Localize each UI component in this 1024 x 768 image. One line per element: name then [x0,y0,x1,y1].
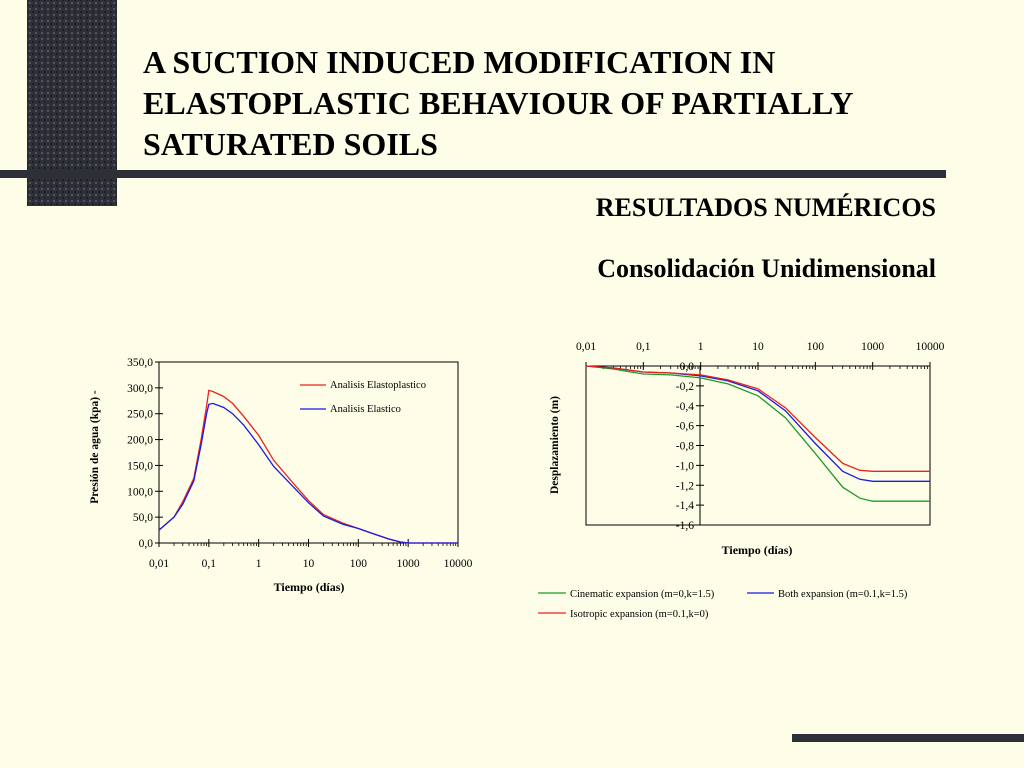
x-tick-label: 1 [698,341,704,353]
x-axis: 0,01 0,1 1 10 100 1000 10000 [576,341,945,370]
series-group [158,389,458,544]
y-tick-label: 300,0 [127,383,153,395]
y-axis-title: Presión de agua (kpa) - [89,390,101,504]
series-line-1 [158,402,458,544]
y-tick-label: 100,0 [127,486,153,498]
series-group [585,365,930,502]
x-tick-label: 10 [752,341,764,353]
x-tick-label: 100 [807,341,825,353]
y-axis-title: Desplazamiento (m) [549,396,561,494]
x-tick-label: 0,1 [202,558,217,570]
subsection-heading: Consolidación Unidimensional [597,254,936,283]
y-tick-label: 200,0 [127,435,153,447]
x-tick-label: 10000 [916,341,945,353]
legend: Analisis Elastoplastico Analisis Elastic… [300,380,426,415]
y-tick-label: -1,4 [676,500,694,512]
x-tick-label: 1000 [861,341,884,353]
x-tick-label: 0,1 [636,341,651,353]
footer-divider-bar [792,734,1024,742]
series-line-0 [585,365,930,502]
x-tick-label: 1000 [397,558,420,570]
y-tick-label: 50,0 [133,512,153,524]
section-heading: RESULTADOS NUMÉRICOS [595,193,936,222]
y-axis: 0,0 -0,2 -0,4 -0,6 -0,8 -1,0 -1,2 -1,4 -1,6 [676,361,704,532]
legend: Cinematic expansion (m=0,k=1.5) Both exp… [538,589,908,620]
x-axis-title: Tiempo (días) [722,543,793,557]
legend-label-elastico: Analisis Elastico [330,404,401,415]
legend-label-isotropic: Isotropic expansion (m=0.1,k=0) [570,609,709,620]
title-divider-bar [0,170,946,178]
pore-pressure-chart: 0,0 50,0 100,0 150,0 200,0 250,0 300,0 350,0 0,… [89,357,473,594]
y-tick-label: -0,8 [676,441,694,453]
y-tick-label: -1,2 [676,480,694,492]
series-line-2 [585,365,930,472]
legend-label-both: Both expansion (m=0.1,k=1.5) [778,589,908,600]
x-axis-title: Tiempo (días) [274,580,345,594]
plot-area [585,365,931,526]
y-tick-label: -0,6 [676,421,694,433]
legend-label-elastoplastico: Analisis Elastoplastico [330,380,426,391]
displacement-chart: 0,0 -0,2 -0,4 -0,6 -0,8 -1,0 -1,2 -1,4 -1,6 0,01… [538,341,945,620]
x-tick-label: 0,01 [149,558,169,570]
x-tick-label: 10 [303,558,315,570]
x-tick-label: 0,01 [576,341,596,353]
y-tick-label: 150,0 [127,460,153,472]
legend-label-cinematic: Cinematic expansion (m=0,k=1.5) [570,589,715,600]
slide-title: A SUCTION INDUCED MODIFICATION IN ELASTO… [143,44,853,162]
y-tick-label: 250,0 [127,409,153,421]
x-tick-label: 100 [350,558,368,570]
y-tick-label: 0,0 [680,361,695,373]
y-tick-label: 350,0 [127,357,153,369]
x-axis: 0,01 0,1 1 10 100 1000 10000 [149,539,473,570]
y-tick-label: 0,0 [139,538,154,550]
y-tick-label: -1,0 [676,460,694,472]
y-tick-label: -0,2 [676,381,694,393]
x-tick-label: 1 [256,558,262,570]
x-tick-label: 10000 [444,558,473,570]
y-tick-label: -0,4 [676,401,694,413]
y-axis: 0,0 50,0 100,0 150,0 200,0 250,0 300,0 350,0 [127,357,163,550]
y-tick-label: -1,6 [676,520,694,532]
